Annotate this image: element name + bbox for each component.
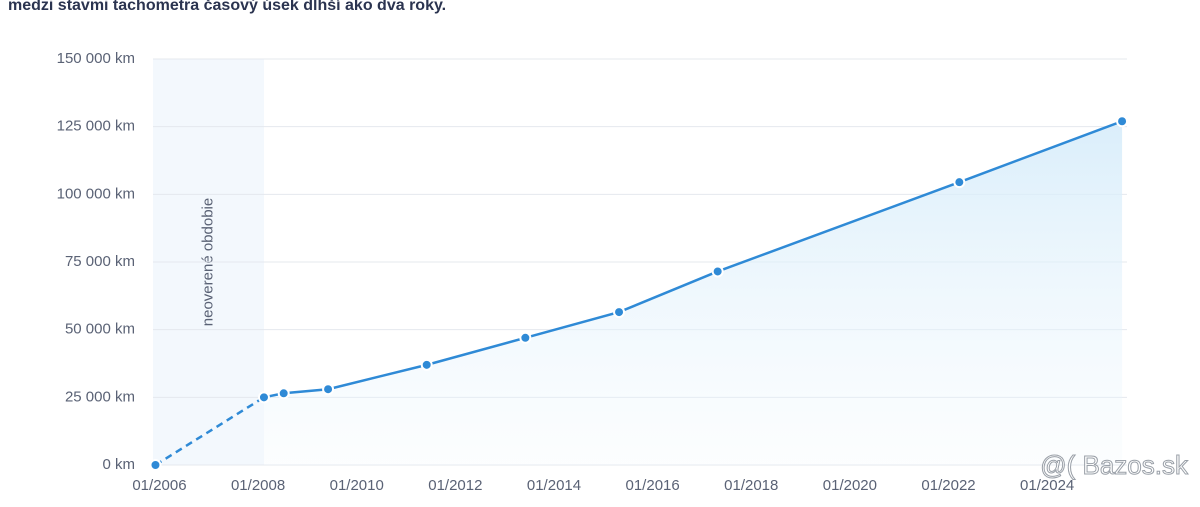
point (1116, 115, 1129, 128)
y-tick-label: 125 000 km (57, 118, 135, 135)
x-tick-label: 01/2014 (527, 477, 581, 494)
point (322, 383, 335, 396)
x-tick-label: 01/2022 (921, 477, 975, 494)
x-tick-label: 01/2018 (724, 477, 778, 494)
dashed-line (154, 396, 265, 467)
point (420, 358, 433, 371)
y-tick-label: 50 000 km (65, 321, 135, 338)
point (953, 176, 966, 189)
point (519, 331, 532, 344)
y-tick-label: 75 000 km (65, 253, 135, 270)
y-tick-label: 25 000 km (65, 388, 135, 405)
point (613, 306, 626, 319)
watermark: @( Bazos.sk (1040, 450, 1189, 480)
header-text: medzi stavmi tachometra časový úsek dlhš… (8, 0, 446, 14)
point (711, 265, 724, 278)
y-tick-label: 0 km (102, 456, 135, 473)
x-tick-label: 01/2024 (1020, 477, 1074, 494)
y-tick-label: 100 000 km (57, 185, 135, 202)
x-tick-label: 01/2006 (132, 477, 186, 494)
x-tick-label: 01/2016 (626, 477, 680, 494)
x-tick-label: 01/2012 (428, 477, 482, 494)
x-tick-label: 01/2020 (823, 477, 877, 494)
point (257, 391, 270, 404)
x-tick-label: 01/2008 (231, 477, 285, 494)
y-tick-label: 150 000 km (57, 50, 135, 67)
x-tick-label: 01/2010 (330, 477, 384, 494)
point (149, 459, 162, 471)
area (263, 121, 1123, 466)
point (277, 387, 290, 400)
